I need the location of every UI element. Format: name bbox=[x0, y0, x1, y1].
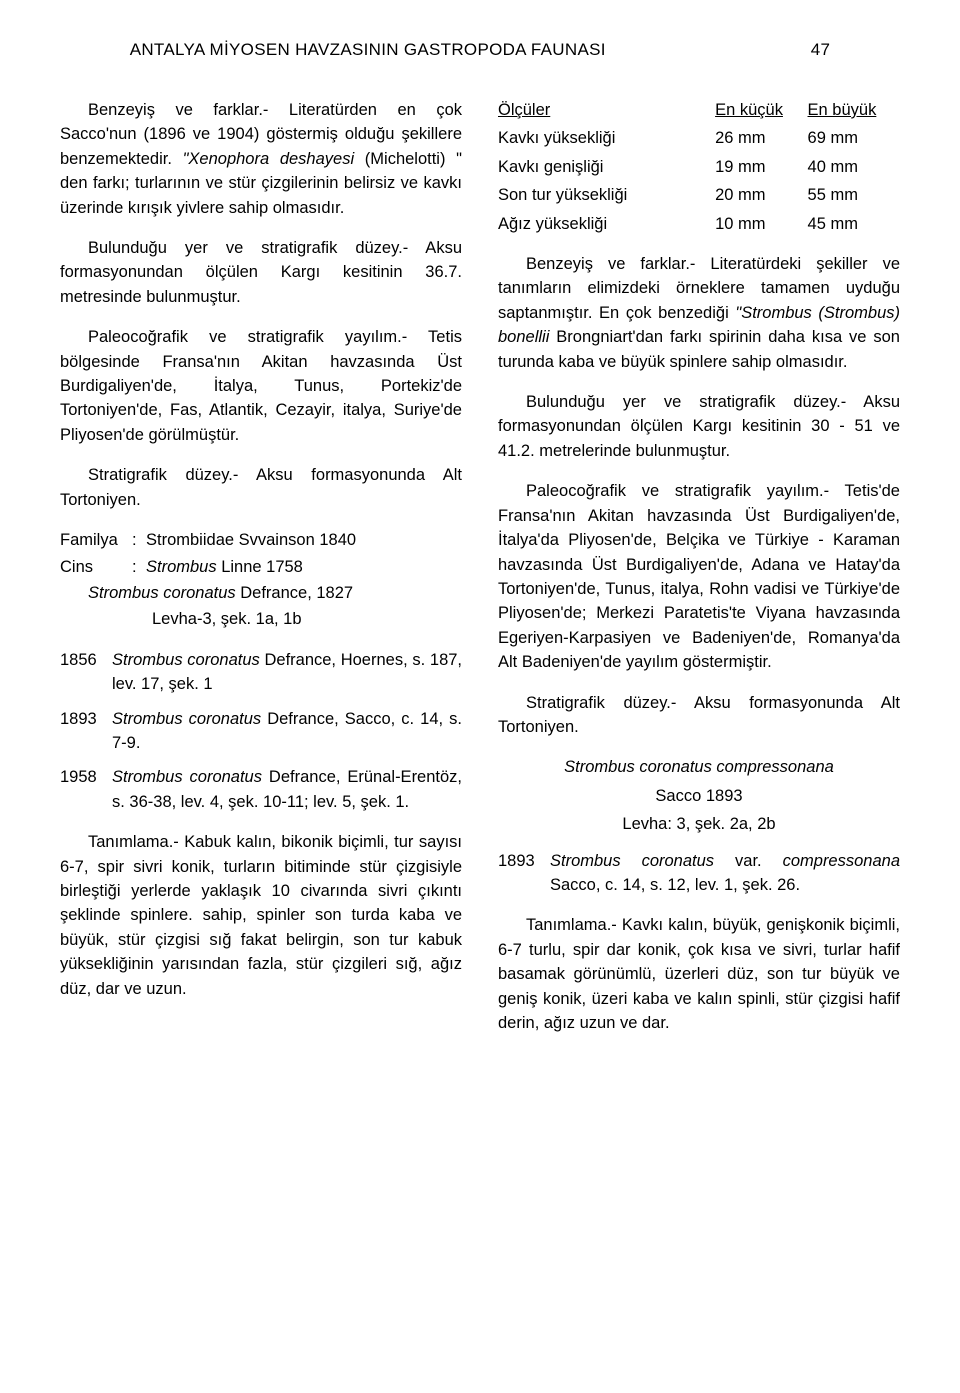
page-number: 47 bbox=[811, 40, 831, 60]
syn-year: 1893 bbox=[498, 849, 550, 898]
run-in-heading: Benzeyiş ve farklar. bbox=[526, 255, 690, 273]
table-header: Ölçüler bbox=[498, 98, 715, 122]
paragraph-text: - Kabuk kalın, bikonik biçimli, tur sayı… bbox=[60, 833, 462, 997]
paragraph: Paleocoğrafik ve stratigrafik yayılım.- … bbox=[60, 325, 462, 447]
tax-value: Strombus Linne 1758 bbox=[146, 558, 303, 576]
table-cell: Kavkı genişliği bbox=[498, 155, 715, 179]
paragraph: Tanımlama.- Kabuk kalın, bikonik biçimli… bbox=[60, 830, 462, 1001]
species-authority: Defrance, 1827 bbox=[236, 584, 353, 602]
table-cell: 20 mm bbox=[715, 183, 807, 207]
table-cell: 19 mm bbox=[715, 155, 807, 179]
species-authority: Sacco 1893 bbox=[498, 784, 900, 808]
syn-text: Strombus coronatus var. compressonana Sa… bbox=[550, 849, 900, 898]
tax-label: Cins bbox=[60, 555, 132, 579]
synonymy-item: 1856 Strombus coronatus Defrance, Hoerne… bbox=[60, 648, 462, 697]
table-header: En küçük bbox=[715, 98, 807, 122]
species-name: Strombus coronatus bbox=[88, 584, 236, 602]
running-title: ANTALYA MİYOSEN HAVZASININ GASTROPODA FA… bbox=[130, 40, 606, 59]
plate-reference: Levha-3, şek. 1a, 1b bbox=[60, 607, 462, 631]
paragraph: Paleocoğrafik ve stratigrafik yayılım.- … bbox=[498, 479, 900, 674]
syn-year: 1958 bbox=[60, 765, 112, 814]
syn-text: Strombus coronatus Defrance, Sacco, c. 1… bbox=[112, 707, 462, 756]
paragraph-text: - Tetis'de Fransa'nın Akitan havzasında … bbox=[498, 482, 900, 671]
paragraph: Bulunduğu yer ve stratigrafik düzey.- Ak… bbox=[60, 236, 462, 309]
colon: : bbox=[132, 528, 146, 552]
syn-year: 1856 bbox=[60, 648, 112, 697]
left-column: Benzeyiş ve farklar.- Literatürden en ço… bbox=[60, 98, 462, 1051]
table-cell: 55 mm bbox=[808, 183, 900, 207]
run-in-heading: Bulunduğu yer ve stratigrafik düzey. bbox=[526, 393, 841, 411]
run-in-heading: Tanımlama. bbox=[88, 833, 173, 851]
synonymy-item: 1958 Strombus coronatus Defrance, Erünal… bbox=[60, 765, 462, 814]
colon: : bbox=[132, 555, 146, 579]
paragraph: Bulunduğu yer ve stratigrafik düzey.- Ak… bbox=[498, 390, 900, 463]
synonymy-list: 1893 Strombus coronatus var. compressona… bbox=[498, 849, 900, 898]
run-in-heading: Stratigrafik düzey. bbox=[88, 466, 233, 484]
paragraph: Benzeyiş ve farklar.- Literatürden en ço… bbox=[60, 98, 462, 220]
table-cell: Son tur yüksekliği bbox=[498, 183, 715, 207]
table-cell: Ağız yüksekliği bbox=[498, 212, 715, 236]
right-column: Ölçüler En küçük En büyük Kavkı yüksekli… bbox=[498, 98, 900, 1051]
synonymy-item: 1893 Strombus coronatus var. compressona… bbox=[498, 849, 900, 898]
tax-value: Strombiidae Svvainson 1840 bbox=[146, 531, 356, 549]
measurements-table: Ölçüler En küçük En büyük Kavkı yüksekli… bbox=[498, 98, 900, 236]
page-header: ANTALYA MİYOSEN HAVZASININ GASTROPODA FA… bbox=[60, 40, 900, 60]
table-cell: 40 mm bbox=[808, 155, 900, 179]
paragraph: Tanımlama.- Kavkı kalın, büyük, genişkon… bbox=[498, 913, 900, 1035]
table-cell: 45 mm bbox=[808, 212, 900, 236]
paragraph: Stratigrafik düzey.- Aksu formasyonunda … bbox=[498, 691, 900, 740]
paragraph: Benzeyiş ve farklar.- Literatürdeki şeki… bbox=[498, 252, 900, 374]
synonymy-item: 1893 Strombus coronatus Defrance, Sacco,… bbox=[60, 707, 462, 756]
run-in-heading: Benzeyiş ve farklar. bbox=[88, 101, 263, 119]
tax-label: Familya bbox=[60, 528, 132, 552]
syn-year: 1893 bbox=[60, 707, 112, 756]
table-cell: Kavkı yüksekliği bbox=[498, 126, 715, 150]
table-header: En büyük bbox=[808, 98, 900, 122]
synonymy-list: 1856 Strombus coronatus Defrance, Hoerne… bbox=[60, 648, 462, 814]
run-in-heading: Paleocoğrafik ve stratigrafik yayılım. bbox=[88, 328, 402, 346]
table-cell: 69 mm bbox=[808, 126, 900, 150]
species-name: Strombus coronatus compressonana bbox=[498, 755, 900, 779]
paragraph: Stratigrafik düzey.- Aksu formasyonunda … bbox=[60, 463, 462, 512]
taxonomy-block: Familya:Strombiidae Svvainson 1840 Cins:… bbox=[60, 528, 462, 632]
taxonomy-line: Familya:Strombiidae Svvainson 1840 bbox=[60, 528, 462, 552]
table-cell: 10 mm bbox=[715, 212, 807, 236]
table-cell: 26 mm bbox=[715, 126, 807, 150]
run-in-heading: Bulunduğu yer ve stratigrafik düzey. bbox=[88, 239, 403, 257]
syn-text: Strombus coronatus Defrance, Hoernes, s.… bbox=[112, 648, 462, 697]
taxonomy-line: Cins:Strombus Linne 1758 bbox=[60, 555, 462, 579]
run-in-heading: Tanımlama. bbox=[526, 916, 611, 934]
run-in-heading: Stratigrafik düzey. bbox=[526, 694, 671, 712]
run-in-heading: Paleocoğrafik ve stratigrafik yayılım. bbox=[526, 482, 824, 500]
species-heading-block: Strombus coronatus compressonana Sacco 1… bbox=[498, 755, 900, 836]
plate-reference: Levha: 3, şek. 2a, 2b bbox=[498, 812, 900, 836]
taxonomy-line: Strombus coronatus Defrance, 1827 bbox=[60, 581, 462, 605]
syn-text: Strombus coronatus Defrance, Erünal-Eren… bbox=[112, 765, 462, 814]
two-column-layout: Benzeyiş ve farklar.- Literatürden en ço… bbox=[60, 98, 900, 1051]
